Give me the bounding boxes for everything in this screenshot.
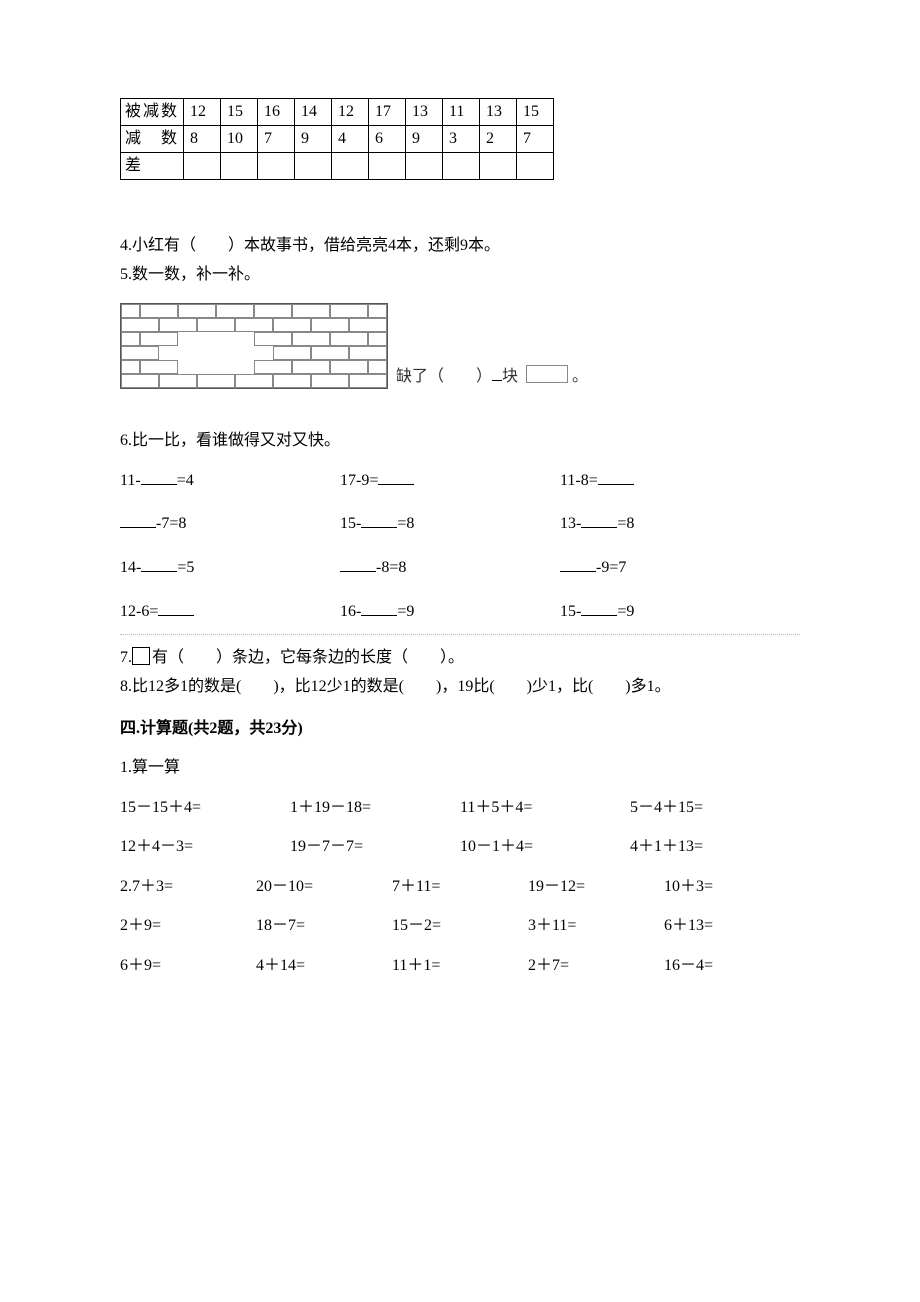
calc-item: 10＋3= bbox=[664, 874, 800, 900]
calc-item: 16－4= bbox=[664, 953, 800, 979]
calc-row: 2＋9=18－7=15－2=3＋11=6＋13= bbox=[120, 913, 800, 939]
table-cell bbox=[369, 153, 406, 180]
fill-blank-item: 15-=9 bbox=[560, 599, 780, 625]
calc-row: 2.7＋3=20－10=7＋11=19－12=10＋3= bbox=[120, 874, 800, 900]
table-cell bbox=[443, 153, 480, 180]
table-cell: 2 bbox=[480, 126, 517, 153]
calc-item: 10－1＋4= bbox=[460, 834, 630, 860]
square-icon bbox=[132, 647, 150, 665]
table-cell bbox=[332, 153, 369, 180]
fill-blank-item: 16-=9 bbox=[340, 599, 560, 625]
table-cell: 12 bbox=[332, 99, 369, 126]
calc-item: 6＋13= bbox=[664, 913, 800, 939]
divider bbox=[120, 634, 800, 635]
question-5: 5.数一数，补一补。 bbox=[120, 262, 800, 288]
calc-item: 2.7＋3= bbox=[120, 874, 256, 900]
question-6: 6.比一比，看谁做得又对又快。 bbox=[120, 428, 800, 454]
question-8: 8.比12多1的数是( )，比12少1的数是( )，19比( )少1，比( )多… bbox=[120, 674, 800, 700]
calc-item: 4＋1＋13= bbox=[630, 834, 800, 860]
fill-blank-item: -7=8 bbox=[120, 511, 340, 537]
table-cell: 4 bbox=[332, 126, 369, 153]
question-4: 4.小红有（ ）本故事书，借给亮亮4本，还剩9本。 bbox=[120, 233, 800, 259]
calc-item: 7＋11= bbox=[392, 874, 528, 900]
table-cell: 12 bbox=[184, 99, 221, 126]
table-cell: 17 bbox=[369, 99, 406, 126]
fill-blank-item: 14-=5 bbox=[120, 555, 340, 581]
calc-row: 15－15＋4=1＋19－18=11＋5＋4=5－4＋15= bbox=[120, 795, 800, 821]
calc-item: 4＋14= bbox=[256, 953, 392, 979]
fill-blank-item: -8=8 bbox=[340, 555, 560, 581]
table-cell: 11 bbox=[443, 99, 480, 126]
fill-blank-item: 12-6= bbox=[120, 599, 340, 625]
table-cell: 10 bbox=[221, 126, 258, 153]
calc-item: 15－2= bbox=[392, 913, 528, 939]
calc-item: 19－12= bbox=[528, 874, 664, 900]
table-cell bbox=[406, 153, 443, 180]
table-cell: 15 bbox=[517, 99, 554, 126]
table-cell: 15 bbox=[221, 99, 258, 126]
calc-item: 2＋9= bbox=[120, 913, 256, 939]
brick-wall bbox=[120, 303, 388, 389]
table-cell: 3 bbox=[443, 126, 480, 153]
table-row-label: 减 数 bbox=[121, 126, 184, 153]
calc-item: 5－4＋15= bbox=[630, 795, 800, 821]
table-cell: 14 bbox=[295, 99, 332, 126]
calc-item: 2＋7= bbox=[528, 953, 664, 979]
table-row-label: 被减数 bbox=[121, 99, 184, 126]
fill-blank-item: 11-8= bbox=[560, 468, 780, 494]
table-cell bbox=[258, 153, 295, 180]
fill-blank-item: -9=7 bbox=[560, 555, 780, 581]
table-row-label: 差 bbox=[121, 153, 184, 180]
table-cell: 7 bbox=[258, 126, 295, 153]
problem-1-rows: 15－15＋4=1＋19－18=11＋5＋4=5－4＋15= 12＋4－3=19－… bbox=[120, 795, 800, 860]
subtraction-table: 被减数12151614121713111315减 数81079469327差 bbox=[120, 98, 554, 180]
table-cell bbox=[295, 153, 332, 180]
calc-row: 12＋4－3=19－7－7=10－1＋4=4＋1＋13= bbox=[120, 834, 800, 860]
calc-item: 15－15＋4= bbox=[120, 795, 290, 821]
fill-blank-item: 17-9= bbox=[340, 468, 560, 494]
table-cell bbox=[517, 153, 554, 180]
brick-wall-figure: 缺了（ ）块 。 bbox=[120, 303, 800, 389]
table-cell: 7 bbox=[517, 126, 554, 153]
table-cell: 16 bbox=[258, 99, 295, 126]
table-cell bbox=[480, 153, 517, 180]
table-cell: 13 bbox=[406, 99, 443, 126]
table-cell bbox=[221, 153, 258, 180]
table-cell: 9 bbox=[295, 126, 332, 153]
table-cell: 8 bbox=[184, 126, 221, 153]
calc-item: 1＋19－18= bbox=[290, 795, 460, 821]
fill-blank-item: 13-=8 bbox=[560, 511, 780, 537]
calc-item: 3＋11= bbox=[528, 913, 664, 939]
calc-item: 19－7－7= bbox=[290, 834, 460, 860]
calc-row: 6＋9=4＋14=11＋1=2＋7=16－4= bbox=[120, 953, 800, 979]
calc-item: 20－10= bbox=[256, 874, 392, 900]
calc-item: 6＋9= bbox=[120, 953, 256, 979]
calc-item: 18－7= bbox=[256, 913, 392, 939]
table-cell: 13 bbox=[480, 99, 517, 126]
brick-caption: 缺了（ ）块 。 bbox=[396, 364, 588, 390]
calc-item: 11＋5＋4= bbox=[460, 795, 630, 821]
question-7: 7.有（ ）条边，它每条边的长度（ ）。 bbox=[120, 645, 800, 671]
problem-1-label: 1.算一算 bbox=[120, 755, 800, 781]
fill-blank-item: 15-=8 bbox=[340, 511, 560, 537]
table-cell bbox=[184, 153, 221, 180]
brick-icon bbox=[526, 365, 568, 383]
calc-item: 11＋1= bbox=[392, 953, 528, 979]
calc-item: 12＋4－3= bbox=[120, 834, 290, 860]
table-cell: 6 bbox=[369, 126, 406, 153]
section-4-heading: 四.计算题(共2题，共23分) bbox=[120, 716, 800, 742]
table-cell: 9 bbox=[406, 126, 443, 153]
fill-blank-item: 11-=4 bbox=[120, 468, 340, 494]
question-6-grid: 11-=417-9=11-8= -7=815-=813-=8 14-=5-8=8-9… bbox=[120, 468, 800, 624]
problem-2-rows: 2.7＋3=20－10=7＋11=19－12=10＋3= 2＋9=18－7=15－… bbox=[120, 874, 800, 979]
